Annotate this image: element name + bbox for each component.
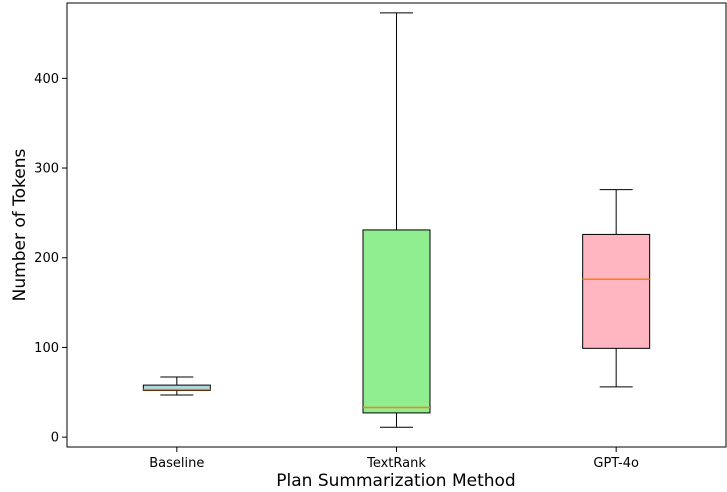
box-iqr: [582, 233, 651, 349]
x-tick-label: TextRank: [366, 456, 426, 471]
x-axis: Baseline TextRank GPT-4o: [149, 447, 639, 471]
x-tick-label: Baseline: [149, 456, 204, 471]
y-tick-label: 100: [34, 341, 59, 356]
x-tick-label: GPT-4o: [593, 456, 639, 471]
y-axis: 0 100 200 300 400: [34, 72, 67, 446]
box-textrank: [362, 12, 431, 428]
box-gpt-4o: [582, 189, 651, 388]
y-tick-label: 300: [34, 162, 59, 177]
boxes-layer: [142, 12, 651, 428]
y-tick-label: 200: [34, 251, 59, 266]
box-baseline: [142, 376, 211, 396]
y-axis-label: Number of Tokens: [10, 149, 30, 302]
x-axis-label: Plan Summarization Method: [276, 471, 515, 491]
box-iqr: [362, 229, 431, 414]
y-tick-label: 0: [51, 431, 59, 446]
y-tick-label: 400: [34, 72, 59, 87]
box-iqr: [142, 384, 211, 391]
